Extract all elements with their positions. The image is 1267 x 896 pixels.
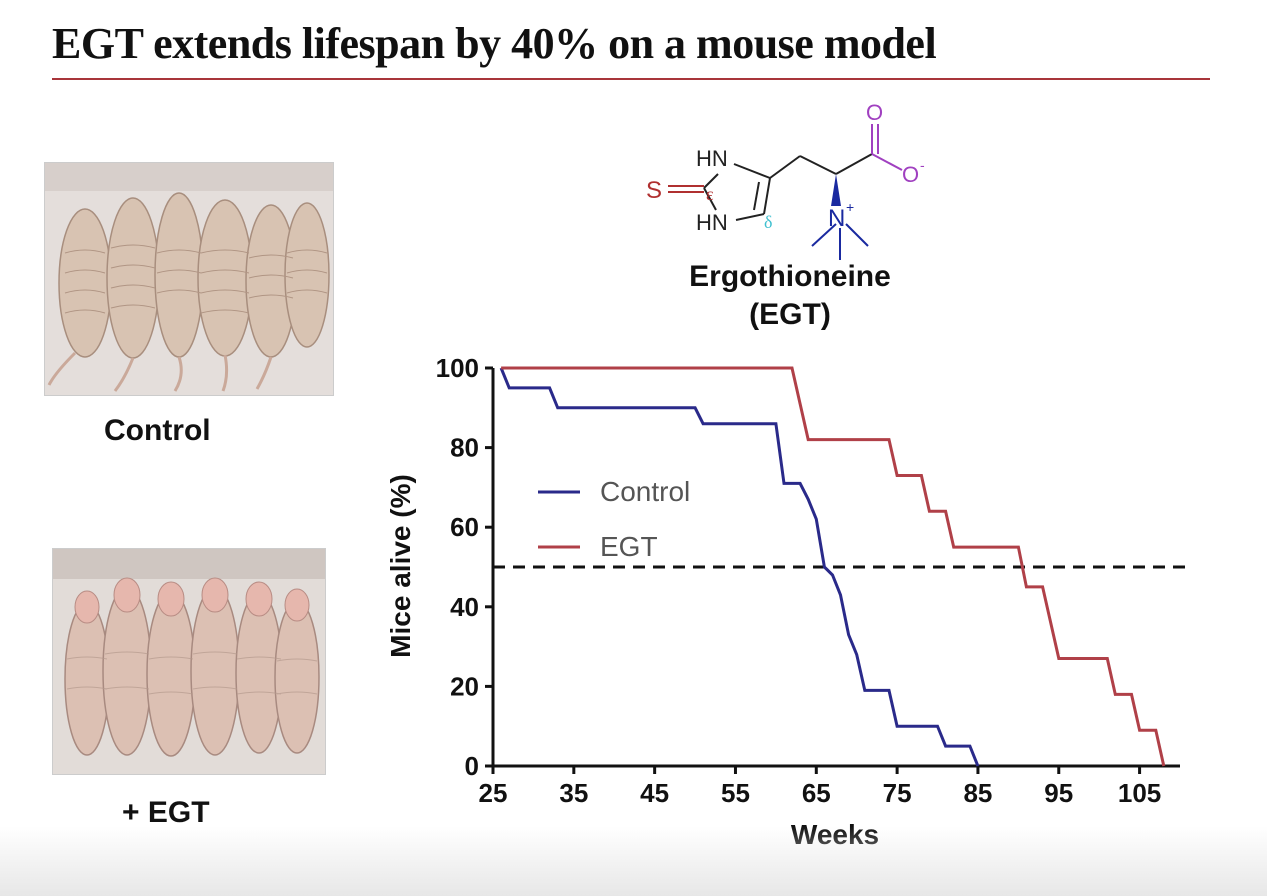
delta-label: δ xyxy=(764,212,772,232)
x-tick-label: 85 xyxy=(963,778,992,808)
control-photo-label: Control xyxy=(104,414,211,447)
legend-egt-label: EGT xyxy=(600,531,658,562)
x-axis: 25 35 45 55 65 75 85 95 105 xyxy=(479,764,1180,808)
y-tick-label: 100 xyxy=(436,353,479,383)
charge-plus: + xyxy=(846,199,854,215)
x-tick-label: 105 xyxy=(1118,778,1161,808)
x-tick-label: 75 xyxy=(883,778,912,808)
control-mice-image xyxy=(45,163,333,395)
series-line-egt xyxy=(501,366,1166,767)
y-tick-label: 80 xyxy=(450,433,479,463)
legend-control-label: Control xyxy=(600,476,690,507)
y-tick-label: 20 xyxy=(450,671,479,701)
y-axis: 0 20 40 60 80 100 xyxy=(436,353,495,781)
charge-minus: - xyxy=(920,157,925,173)
atom-oxygen-top: O xyxy=(866,100,883,125)
x-ticks: 25 35 45 55 65 75 85 95 105 xyxy=(479,766,1161,808)
control-mice-photo xyxy=(44,162,334,396)
x-tick-label: 25 xyxy=(479,778,508,808)
atom-nitrogen: N xyxy=(828,205,845,232)
y-tick-label: 60 xyxy=(450,512,479,542)
wedge-bond xyxy=(831,174,841,206)
atom-oxygen-minus: O xyxy=(902,162,919,187)
y-tick-label: 0 xyxy=(465,751,479,781)
footer-shade xyxy=(0,826,1267,896)
molecule-bonds xyxy=(703,153,873,221)
series-line-control xyxy=(499,367,980,767)
methyl-bonds xyxy=(811,223,869,260)
x-tick-label: 35 xyxy=(559,778,588,808)
survival-chart: 0 20 40 60 80 100 25 35 45 55 65 75 85 95 105 Control… xyxy=(385,353,1190,850)
x-tick-label: 95 xyxy=(1044,778,1073,808)
thione-bond xyxy=(668,185,704,193)
molecule-name: Ergothioneine xyxy=(689,260,891,293)
carboxylate-bonds xyxy=(871,124,903,171)
molecule-abbrev: (EGT) xyxy=(749,298,831,331)
x-tick-label: 55 xyxy=(721,778,750,808)
y-ticks: 0 20 40 60 80 100 xyxy=(436,353,493,781)
egt-photo-label: + EGT xyxy=(122,796,210,829)
epsilon-label: ε xyxy=(706,184,714,204)
atom-hn-bottom: HN xyxy=(696,210,728,235)
slide-title: EGT extends lifespan by 40% on a mouse m… xyxy=(52,19,937,68)
egt-mice-image xyxy=(53,549,325,774)
atom-sulfur: S xyxy=(646,177,662,204)
chart-legend: Control EGT xyxy=(538,476,690,562)
survival-series xyxy=(499,366,1166,767)
x-tick-label: 45 xyxy=(640,778,669,808)
x-tick-label: 65 xyxy=(802,778,831,808)
egt-mice-photo xyxy=(52,548,326,775)
y-tick-label: 40 xyxy=(450,592,479,622)
title-divider xyxy=(52,78,1210,80)
atom-hn-top: HN xyxy=(696,146,728,171)
y-axis-label: Mice alive (%) xyxy=(385,474,416,658)
ergothioneine-structure: HN HN S ε δ O O - N + Ergothioneine (EGT… xyxy=(646,100,925,331)
